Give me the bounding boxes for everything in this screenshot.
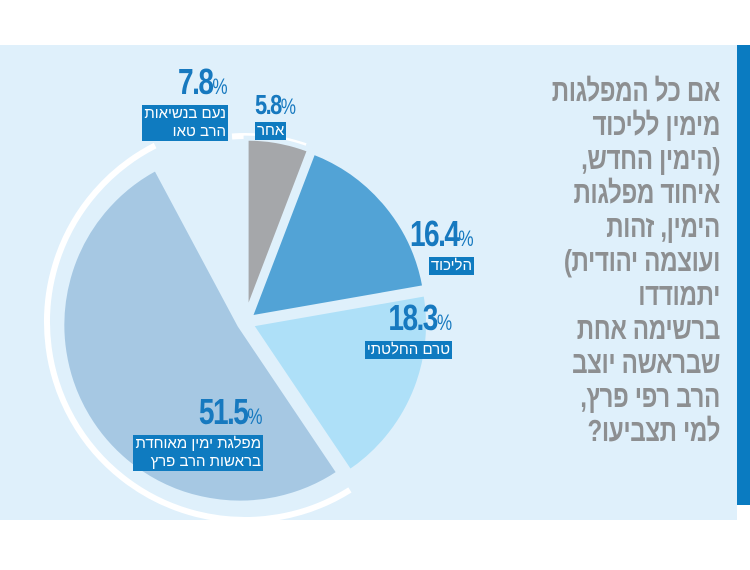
title-line: (הימין החדש, [581,141,720,176]
pie-slice [246,290,432,476]
data-label-pct: 51.5% [199,391,263,432]
title-line: יתמודדו [638,277,720,312]
pie-slice [243,135,313,317]
title-line: איחוד מפלגות [573,175,720,210]
label-likud: 16.4% הליכוד [392,216,474,275]
title-line: הרב רפי פרץ, [580,379,720,414]
accent-bar [737,45,750,505]
label-united-right: 51.5% מפלגת ימין מאוחדת בראשות הרב פרץ [133,394,263,471]
title-line: הימין, זהות [606,209,720,244]
label-undecided: 18.3% טרם החלטתי [364,297,452,359]
data-label-name: טרם החלטתי [364,341,452,359]
label-other: 5.8% אחר [255,90,308,140]
title-line: למי תצביעו? [587,413,721,448]
data-label-name: הליכוד [428,257,474,275]
data-label-name: מפלגת ימין מאוחדת בראשות הרב פרץ [133,435,263,471]
title-line: ועוצמה יהודית) [563,243,721,278]
data-label-pct: 7.8% [178,61,228,102]
pie-slice [59,164,343,506]
title-line: ברשימה אחת [576,311,721,346]
title-line: שבראשה יוצב [572,345,720,380]
label-noam: 7.8% נעם בנשיאות הרב טאו [142,64,228,141]
data-label-name: נעם בנשיאות הרב טאו [142,105,228,141]
chart-title: אם כל המפלגות מימין לליכוד (הימין החדש, … [517,73,721,448]
data-label-pct: 16.4% [410,213,474,254]
title-line: מימין לליכוד [592,107,720,142]
data-label-pct: 18.3% [388,297,452,338]
data-label-pct: 5.8% [255,89,296,120]
pie-slice [245,148,428,322]
title-line: אם כל המפלגות [551,73,721,108]
ring-arc [44,142,352,523]
data-label-name: אחר [255,122,287,140]
